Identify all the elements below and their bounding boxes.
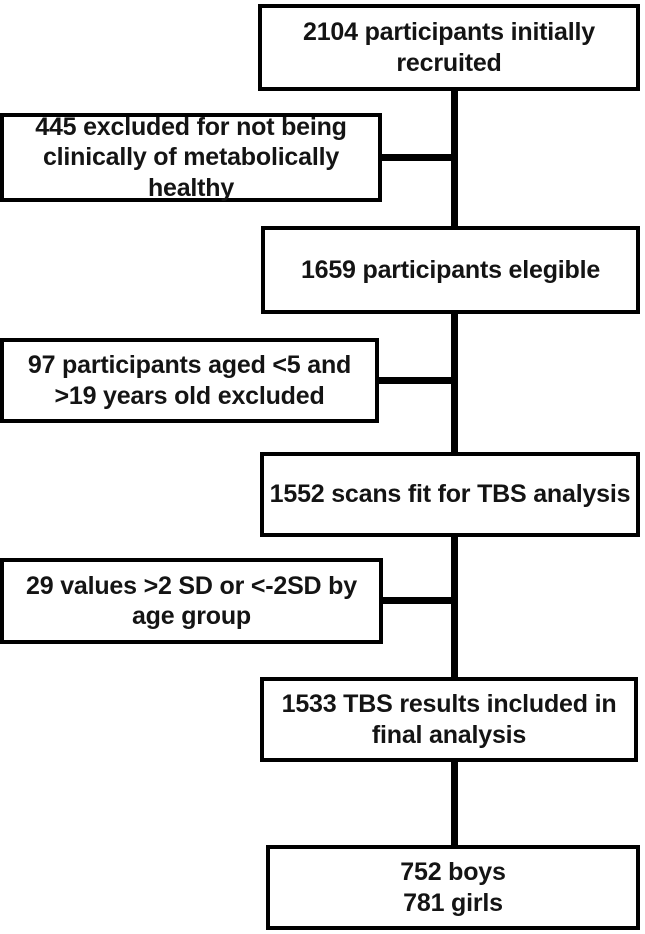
flow-box-recruited-text: 2104 participants initially — [303, 18, 595, 46]
flow-box-final-counts: 752 boys 781 girls — [266, 845, 640, 930]
connector-vertical-2 — [451, 311, 458, 455]
flow-box-final-boys-text: 752 boys — [400, 858, 506, 886]
flow-box-scans-text: 1552 scans fit for TBS analysis — [269, 480, 631, 509]
connector-vertical-3 — [451, 534, 458, 680]
connector-vertical-4 — [451, 759, 458, 848]
flow-box-final-girls-text: 781 girls — [403, 888, 503, 917]
flow-box-included-text: final analysis — [371, 720, 527, 749]
flow-box-included-text: 1533 TBS results included in — [281, 690, 617, 718]
flow-box-eligible-text: 1659 participants elegible — [300, 255, 601, 284]
flow-box-scans: 1552 scans fit for TBS analysis — [260, 452, 640, 537]
flow-box-excluded-age-text: 97 participants aged <5 and — [27, 351, 352, 379]
flow-box-excluded-health: 445 excluded for not being clinically of… — [0, 113, 382, 202]
flow-box-excluded-health-text: 445 excluded for not being — [35, 112, 347, 141]
flow-box-recruited: 2104 participants initially recruited — [258, 4, 640, 91]
flow-box-eligible: 1659 participants elegible — [261, 226, 640, 314]
flow-box-included: 1533 TBS results included in final analy… — [260, 677, 638, 762]
connector-horizontal-exclusion-3 — [380, 597, 453, 604]
flow-box-excluded-age: 97 participants aged <5 and >19 years ol… — [0, 338, 379, 423]
flow-box-excluded-health-text: clinically of metabolically — [42, 143, 340, 172]
flow-box-excluded-sd-text: age group — [131, 602, 252, 630]
flow-box-excluded-sd-text: 29 values >2 SD or <-2SD by — [26, 571, 357, 600]
flow-box-recruited-text: recruited — [396, 48, 502, 77]
connector-horizontal-exclusion-2 — [376, 377, 453, 384]
connector-horizontal-exclusion-1 — [379, 154, 453, 161]
flow-box-excluded-health-text: healthy — [147, 173, 235, 202]
flow-box-excluded-age-text: >19 years old excluded — [54, 381, 325, 410]
flow-box-excluded-sd: 29 values >2 SD or <-2SD by age group — [0, 558, 383, 644]
connector-vertical-1 — [451, 88, 458, 229]
